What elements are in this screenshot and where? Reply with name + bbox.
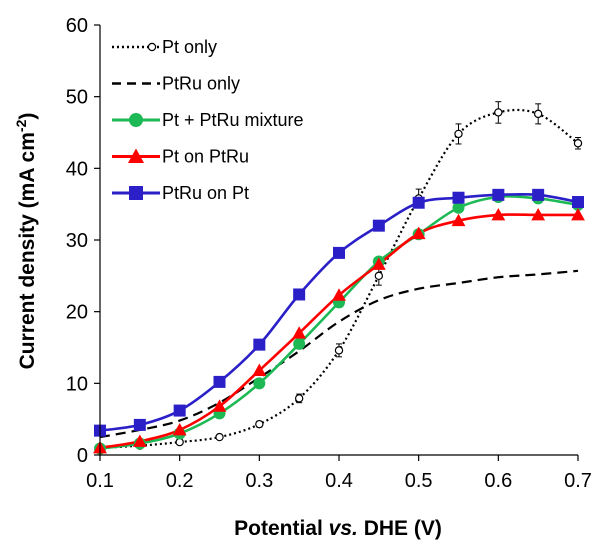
data-point-pt-only bbox=[573, 139, 583, 148]
data-point-ptru-on-pt bbox=[572, 196, 584, 209]
x-axis-title-part-1: Potential bbox=[234, 517, 329, 540]
y-tick-label: 30 bbox=[66, 230, 88, 252]
legend: Pt only PtRu only Pt + PtRu mixture Pt on P… bbox=[112, 37, 304, 203]
data-point-pt-on-ptru bbox=[451, 213, 466, 227]
legend-label-ptru-on-pt: PtRu on Pt bbox=[162, 183, 249, 203]
x-tick-label: 0.2 bbox=[166, 470, 194, 492]
x-tick-label: 0.6 bbox=[484, 470, 512, 492]
data-point-pt-ptru-mixture bbox=[452, 201, 465, 214]
series-line-ptru-only bbox=[99, 269, 579, 439]
data-point-ptru-on-pt bbox=[492, 188, 505, 201]
data-point-ptru-on-pt bbox=[452, 191, 465, 204]
data-point-pt-only bbox=[255, 419, 264, 429]
series-line-pt-ptru-mixture bbox=[99, 195, 579, 450]
x-axis-title-part-3: DHE (V) bbox=[358, 517, 442, 540]
legend-label-pt-only: Pt only bbox=[162, 37, 217, 57]
series-markers bbox=[93, 108, 585, 455]
data-point-pt-on-ptru bbox=[571, 208, 585, 221]
y-tick-label: 20 bbox=[66, 302, 88, 324]
data-point-ptru-on-pt bbox=[253, 338, 266, 351]
legend-marker-pt-only bbox=[147, 42, 157, 52]
data-point-pt-only bbox=[374, 271, 384, 281]
x-tick-label: 0.1 bbox=[86, 470, 114, 492]
y-tick-label: 40 bbox=[66, 158, 88, 180]
x-tick-label: 0.4 bbox=[325, 470, 353, 492]
y-tick-label: 50 bbox=[66, 87, 88, 109]
data-point-ptru-on-pt bbox=[412, 196, 425, 209]
data-point-pt-on-ptru bbox=[212, 399, 227, 412]
y-tick-label: 10 bbox=[66, 373, 88, 395]
legend-label-ptru-only: PtRu only bbox=[162, 74, 240, 94]
series-line-ptru-on-pt bbox=[99, 192, 579, 432]
data-point-ptru-on-pt bbox=[372, 219, 385, 232]
data-point-pt-only bbox=[175, 437, 184, 447]
data-point-pt-on-ptru bbox=[292, 326, 307, 339]
data-point-pt-on-ptru bbox=[172, 423, 187, 436]
data-point-pt-ptru-mixture bbox=[293, 337, 306, 350]
legend-marker-pt-on-ptru bbox=[127, 148, 145, 163]
data-point-pt-ptru-mixture bbox=[253, 377, 266, 390]
data-point-pt-on-ptru bbox=[491, 208, 506, 221]
legend-marker-ptru-on-pt bbox=[129, 186, 143, 200]
y-axis-title-superscript: -2 bbox=[13, 119, 29, 132]
x-tick-label: 0.7 bbox=[564, 470, 592, 492]
data-point-ptru-on-pt bbox=[133, 418, 146, 431]
data-point-pt-on-ptru bbox=[411, 226, 426, 240]
data-point-ptru-on-pt bbox=[333, 246, 345, 259]
y-tick-label: 0 bbox=[77, 445, 88, 467]
y-axis-title-part-1: Current density (mA cm bbox=[16, 132, 39, 369]
axes bbox=[94, 24, 579, 461]
legend-marker-pt-ptru-mixture bbox=[129, 113, 143, 127]
data-point-pt-only bbox=[215, 432, 224, 442]
data-point-pt-only bbox=[533, 109, 543, 119]
data-point-pt-on-ptru bbox=[252, 363, 267, 376]
data-point-ptru-on-pt bbox=[173, 404, 186, 417]
data-point-pt-only bbox=[494, 108, 503, 117]
x-tick-label: 0.3 bbox=[245, 470, 273, 492]
x-axis-title: Potential vs. DHE (V) bbox=[234, 517, 442, 540]
y-tick-label: 60 bbox=[66, 15, 88, 37]
legend-label-pt-ptru-mixture: Pt + PtRu mixture bbox=[162, 110, 304, 130]
data-point-pt-only bbox=[294, 394, 304, 403]
y-axis-title: Current density (mA cm-2) bbox=[13, 113, 39, 370]
data-point-pt-on-ptru bbox=[132, 434, 147, 447]
x-axis-title-part-2: vs. bbox=[329, 517, 358, 540]
data-point-pt-on-ptru bbox=[332, 288, 346, 301]
data-point-pt-on-ptru bbox=[371, 257, 386, 270]
legend-label-pt-on-ptru: Pt on PtRu bbox=[162, 147, 249, 167]
tick-labels: 0 10 20 30 40 50 60 0.1 0.2 0.3 0.4 0.5 0.6 0.7 bbox=[66, 15, 592, 492]
data-point-pt-on-ptru bbox=[531, 208, 546, 221]
data-point-ptru-on-pt bbox=[532, 188, 545, 201]
data-point-ptru-on-pt bbox=[293, 288, 306, 301]
data-point-pt-only bbox=[334, 346, 344, 355]
y-axis-title-part-3: ) bbox=[16, 113, 39, 120]
x-tick-label: 0.5 bbox=[405, 470, 433, 492]
data-point-pt-only bbox=[454, 129, 463, 139]
data-point-ptru-on-pt bbox=[213, 375, 226, 388]
